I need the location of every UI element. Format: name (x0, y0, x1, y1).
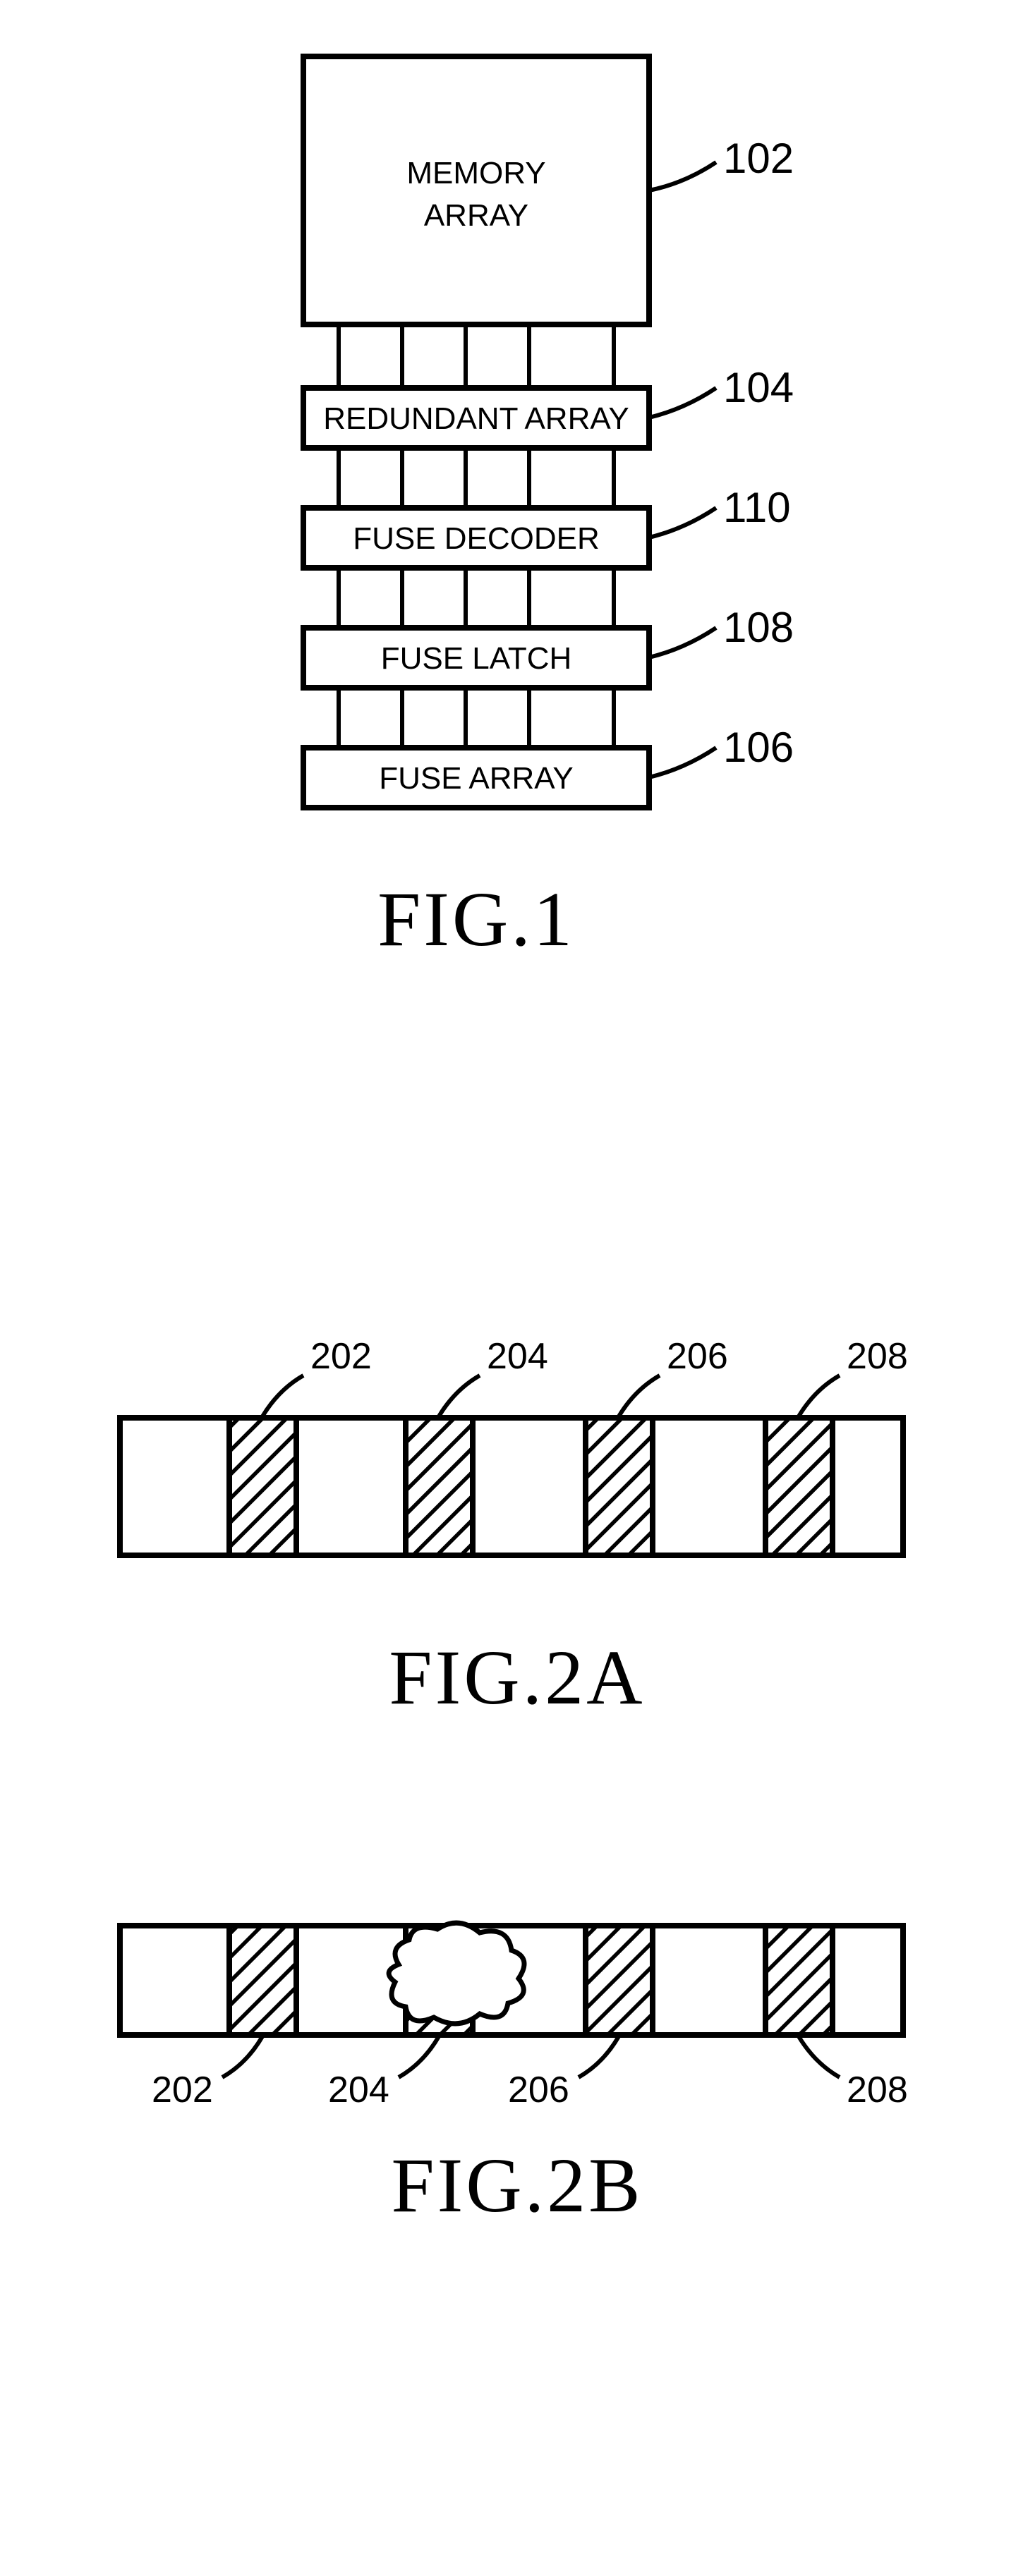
callout-110: 110 (723, 484, 791, 531)
fig2b-callout-204: 204 (328, 2070, 389, 2110)
fig2b-lead-204 (399, 2036, 439, 2077)
callout-line-108 (649, 628, 716, 657)
fig2a-lead-206 (619, 1375, 660, 1416)
blown-fuse-cloud (389, 1923, 524, 2024)
redundant-text: REDUNDANT ARRAY (323, 401, 629, 436)
memory-array-block: MEMORY ARRAY (303, 56, 649, 324)
connectors-1 (339, 324, 614, 388)
fig2a-strip-202 (229, 1418, 296, 1555)
memory-text1: MEMORY (406, 156, 545, 190)
figure-2a: 202 204 206 208 FIG.2A (0, 1319, 1035, 1770)
fig2b-lead-202 (222, 2036, 262, 2077)
fig2b-strip-208 (765, 1926, 833, 2035)
fuse-array-block: FUSE ARRAY (303, 748, 649, 808)
fig2a-strip-206 (586, 1418, 653, 1555)
connectors-4 (339, 688, 614, 748)
connectors-3 (339, 568, 614, 628)
fig2b-svg: 202 204 206 208 FIG.2B (0, 1897, 1035, 2292)
figure-2b: 202 204 206 208 FIG.2B (0, 1897, 1035, 2292)
memory-text2: ARRAY (424, 198, 528, 233)
callout-line-110 (649, 508, 716, 537)
callout-106: 106 (723, 724, 794, 771)
redundant-array-block: REDUNDANT ARRAY (303, 388, 649, 448)
fig2b-callout-206: 206 (508, 2070, 569, 2110)
fig2a-label: FIG.2A (389, 1634, 645, 1720)
fig2a-callout-208: 208 (847, 1336, 908, 1377)
fig2b-strip-206 (586, 1926, 653, 2035)
fig2a-callout-204: 204 (487, 1336, 548, 1377)
fig2b-callout-202: 202 (152, 2070, 213, 2110)
figure-1: MEMORY ARRAY 102 REDUNDANT ARRAY 104 (0, 0, 1035, 1065)
connectors-2 (339, 448, 614, 508)
fig2a-callout-202: 202 (310, 1336, 372, 1377)
latch-text: FUSE LATCH (381, 641, 572, 676)
fig2a-lead-204 (439, 1375, 480, 1416)
fig2a-strip-208 (765, 1418, 833, 1555)
fig2b-callout-208: 208 (847, 2070, 908, 2110)
fig1-svg: MEMORY ARRAY 102 REDUNDANT ARRAY 104 (0, 42, 1035, 1065)
callout-line-104 (649, 388, 716, 418)
callout-102: 102 (723, 135, 794, 182)
callout-line-102 (649, 162, 716, 190)
fig2b-label: FIG.2B (391, 2142, 643, 2228)
fig2a-strip-204 (406, 1418, 473, 1555)
fig2a-callout-206: 206 (667, 1336, 728, 1377)
fig2b-lead-208 (799, 2036, 840, 2077)
callout-108: 108 (723, 604, 794, 651)
fuse-decoder-block: FUSE DECODER (303, 508, 649, 568)
fuse-latch-block: FUSE LATCH (303, 628, 649, 688)
fig2b-strip-202 (229, 1926, 296, 2035)
fig2a-svg: 202 204 206 208 FIG.2A (0, 1319, 1035, 1770)
callout-line-106 (649, 748, 716, 777)
fig1-label: FIG.1 (377, 876, 575, 962)
fig2a-lead-202 (262, 1375, 303, 1416)
fig2b-lead-206 (579, 2036, 619, 2077)
callout-104: 104 (723, 364, 794, 411)
array-text: FUSE ARRAY (379, 761, 573, 796)
decoder-text: FUSE DECODER (353, 521, 600, 556)
fig2a-lead-208 (799, 1375, 840, 1416)
